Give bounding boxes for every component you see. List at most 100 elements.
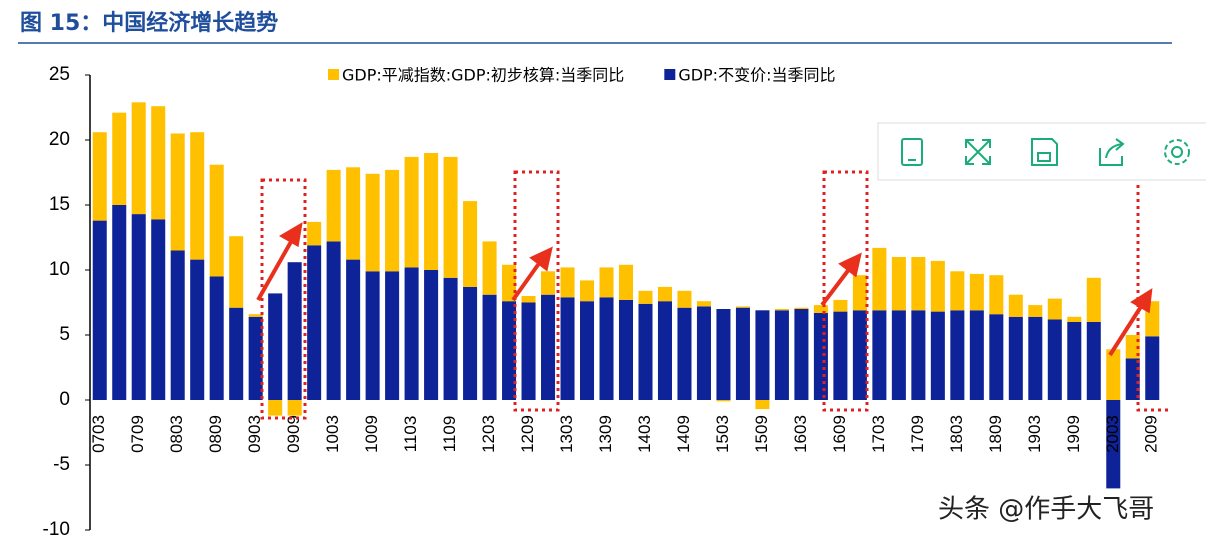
arrow	[256, 239, 294, 301]
x-tick-label: 1903	[1025, 415, 1044, 453]
bar-segment	[502, 264, 517, 302]
bar-segment	[618, 264, 634, 300]
bar-segment	[677, 290, 692, 308]
x-tick-label: 1609	[830, 415, 849, 453]
bar-segment	[618, 299, 634, 400]
save-button[interactable]	[1031, 138, 1058, 166]
bar-segment	[326, 169, 341, 242]
bar-segment	[969, 273, 984, 311]
bar-segment	[1047, 319, 1062, 400]
bar-segment	[170, 250, 185, 400]
bar-segment	[560, 267, 575, 298]
x-tick-label: 0903	[245, 415, 264, 453]
x-tick-label: 1503	[713, 415, 732, 453]
bar-segment	[268, 293, 283, 400]
bar-segment	[716, 309, 731, 400]
bar-segment	[872, 310, 887, 400]
legend-swatch	[328, 69, 339, 80]
x-tick-label: 1209	[518, 415, 537, 453]
bar-segment	[1145, 336, 1160, 400]
bar-segment	[482, 241, 497, 295]
fullscreen-button[interactable]	[965, 139, 991, 165]
bar-segment	[541, 271, 556, 295]
bar-segment	[813, 312, 828, 400]
bar-segment	[696, 301, 711, 307]
bar-segment	[794, 309, 809, 400]
bar-segment	[541, 294, 556, 400]
bar-segment	[638, 303, 653, 400]
bar-segment	[463, 286, 478, 400]
bar-segment	[248, 314, 263, 317]
x-tick-label: 0703	[89, 415, 108, 453]
x-tick-label: 1703	[869, 415, 888, 453]
bar-segment	[385, 271, 400, 400]
legend-label: GDP:平减指数:GDP:初步核算:当季同比	[342, 66, 624, 85]
highlight-box	[1136, 185, 1170, 412]
x-tick-label: 0909	[284, 415, 303, 453]
tablet-button[interactable]	[901, 138, 923, 166]
arrow-head	[838, 252, 862, 278]
highlight-box	[822, 170, 869, 412]
x-tick-label: 1003	[323, 415, 342, 453]
bar-segment	[735, 306, 750, 308]
bar-segment	[92, 220, 107, 400]
share-button[interactable]	[1099, 138, 1125, 166]
bar-segment	[599, 267, 614, 298]
bar-segment	[1047, 298, 1062, 320]
bar-segment	[1028, 305, 1043, 317]
bar-segment	[365, 271, 380, 400]
y-tick-label: 10	[49, 259, 70, 280]
bar-segment	[735, 307, 750, 400]
bar-segment	[560, 297, 575, 400]
bar-segment	[112, 205, 127, 400]
bar-segment	[657, 301, 672, 400]
annotations	[260, 170, 1170, 420]
bar-segment	[1028, 316, 1043, 400]
y-tick-label: 0	[59, 389, 70, 410]
x-tick-label: 2003	[1103, 415, 1122, 453]
bar-segment	[774, 310, 789, 400]
arrow-head	[529, 246, 553, 272]
bar-segment	[813, 305, 828, 313]
bar-segment	[404, 267, 419, 400]
bar-segment	[190, 132, 205, 260]
bar-segment	[1067, 316, 1082, 322]
bar-segment	[385, 169, 400, 272]
arrow-head	[1130, 288, 1153, 314]
bar-segment	[755, 310, 770, 400]
x-tick-label: 1709	[908, 415, 927, 453]
highlight-box	[513, 170, 560, 412]
bar-segment	[1125, 335, 1140, 359]
y-tick-label: -5	[53, 454, 70, 475]
bar-segment	[599, 297, 614, 400]
bar-segment	[852, 310, 867, 400]
bar-segment	[326, 241, 341, 400]
x-tick-label: 1803	[947, 415, 966, 453]
bar-segment	[580, 301, 595, 400]
x-tick-label: 1103	[401, 416, 420, 453]
x-tick-label: 0809	[206, 415, 225, 453]
x-tick-label: 1403	[635, 415, 654, 453]
bar-segment	[287, 400, 302, 416]
settings-button[interactable]	[1164, 139, 1190, 165]
bar-segment	[424, 270, 439, 400]
bar-segment	[891, 257, 906, 311]
bar-segment	[151, 106, 166, 220]
x-tick-label: 1509	[752, 415, 771, 453]
x-tick-label: 1603	[791, 415, 810, 453]
watermark: 头条 @作手大飞哥	[938, 495, 1154, 525]
bar-segment	[833, 299, 848, 312]
bar-segment	[209, 276, 224, 400]
bar-segment	[1106, 349, 1121, 400]
x-tick-label: 2009	[1142, 415, 1161, 453]
bar-segment	[580, 280, 595, 302]
bar-segment	[521, 302, 536, 400]
x-tick-label: 0709	[128, 415, 147, 453]
bar-segment	[930, 260, 945, 312]
bar-segment	[677, 307, 692, 400]
arrows	[256, 222, 1153, 357]
y-tick-label: 25	[49, 64, 70, 85]
bar-segment	[131, 102, 146, 215]
bar-segment	[911, 310, 926, 400]
